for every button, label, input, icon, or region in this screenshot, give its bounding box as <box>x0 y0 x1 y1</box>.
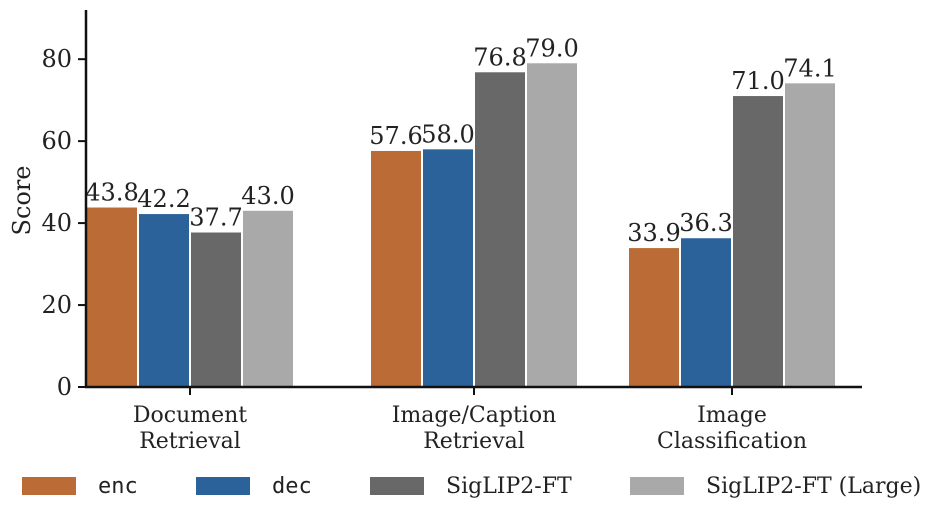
bar-enc-image-classification <box>629 248 679 387</box>
y-tick-label-60: 60 <box>41 127 72 155</box>
axes-layer: 020406080ScoreDocumentRetrievalImage/Cap… <box>8 10 862 454</box>
y-axis-label: Score <box>8 165 36 235</box>
bar-siglip2-ft-document-retrieval <box>191 232 241 387</box>
y-tick-label-40: 40 <box>41 209 72 237</box>
value-label-siglip2-ft-image-classification: 71.0 <box>731 67 784 95</box>
bar-dec-image-classification <box>681 238 731 387</box>
bar-siglip2-ft-image-classification <box>733 96 783 387</box>
value-label-siglip2-ft-document-retrieval: 37.7 <box>189 204 242 232</box>
bar-dec-image-caption-retrieval <box>423 149 473 387</box>
category-label-image-caption-retrieval-line-2: Retrieval <box>423 429 525 454</box>
bar-enc-image-caption-retrieval <box>371 150 421 387</box>
bar-enc-document-retrieval <box>87 207 137 387</box>
legend-swatch-dec <box>196 477 250 495</box>
value-label-siglip2-ft-large-image-caption-retrieval: 79.0 <box>525 34 578 62</box>
category-label-document-retrieval-line-2: Retrieval <box>139 429 241 454</box>
bar-siglip2-ft-large-image-caption-retrieval <box>527 63 577 388</box>
value-label-siglip2-ft-large-image-classification: 74.1 <box>783 54 836 82</box>
legend-label-enc: enc <box>98 474 138 499</box>
bar-siglip2-ft-image-caption-retrieval <box>475 72 525 387</box>
category-label-image-caption-retrieval-line-1: Image/Caption <box>392 403 557 428</box>
bar-siglip2-ft-large-image-classification <box>785 83 835 388</box>
bars-layer <box>87 63 835 388</box>
bar-siglip2-ft-large-document-retrieval <box>243 210 293 387</box>
bar-dec-document-retrieval <box>139 214 189 387</box>
category-label-image-classification-line-2: Classification <box>657 429 807 454</box>
category-label-document-retrieval-line-1: Document <box>133 403 247 428</box>
value-label-enc-image-classification: 33.9 <box>627 219 680 247</box>
legend-swatch-siglip2-ft-large <box>630 477 684 495</box>
legend-label-siglip2-ft-large: SigLIP2-FT (Large) <box>706 474 921 499</box>
y-tick-label-20: 20 <box>41 291 72 319</box>
legend-swatch-enc <box>22 477 76 495</box>
legend: enc dec SigLIP2-FT SigLIP2-FT (Large) <box>22 474 921 499</box>
value-label-siglip2-ft-image-caption-retrieval: 76.8 <box>473 43 526 71</box>
legend-label-dec: dec <box>272 474 312 499</box>
value-label-siglip2-ft-large-document-retrieval: 43.0 <box>241 182 294 210</box>
y-tick-label-80: 80 <box>41 45 72 73</box>
category-label-image-classification-line-1: Image <box>697 403 767 428</box>
legend-label-siglip2-ft: SigLIP2-FT <box>446 474 572 499</box>
y-tick-label-0: 0 <box>57 373 72 401</box>
value-label-dec-image-classification: 36.3 <box>679 209 732 237</box>
legend-swatch-siglip2-ft <box>370 477 424 495</box>
value-label-dec-image-caption-retrieval: 58.0 <box>421 120 474 148</box>
value-label-enc-document-retrieval: 43.8 <box>85 179 138 207</box>
value-label-enc-image-caption-retrieval: 57.6 <box>369 122 422 150</box>
value-labels-layer: 43.842.237.743.0 57.658.0 76.879.0 33.936.3… <box>85 34 836 247</box>
value-label-dec-document-retrieval: 42.2 <box>137 185 190 213</box>
